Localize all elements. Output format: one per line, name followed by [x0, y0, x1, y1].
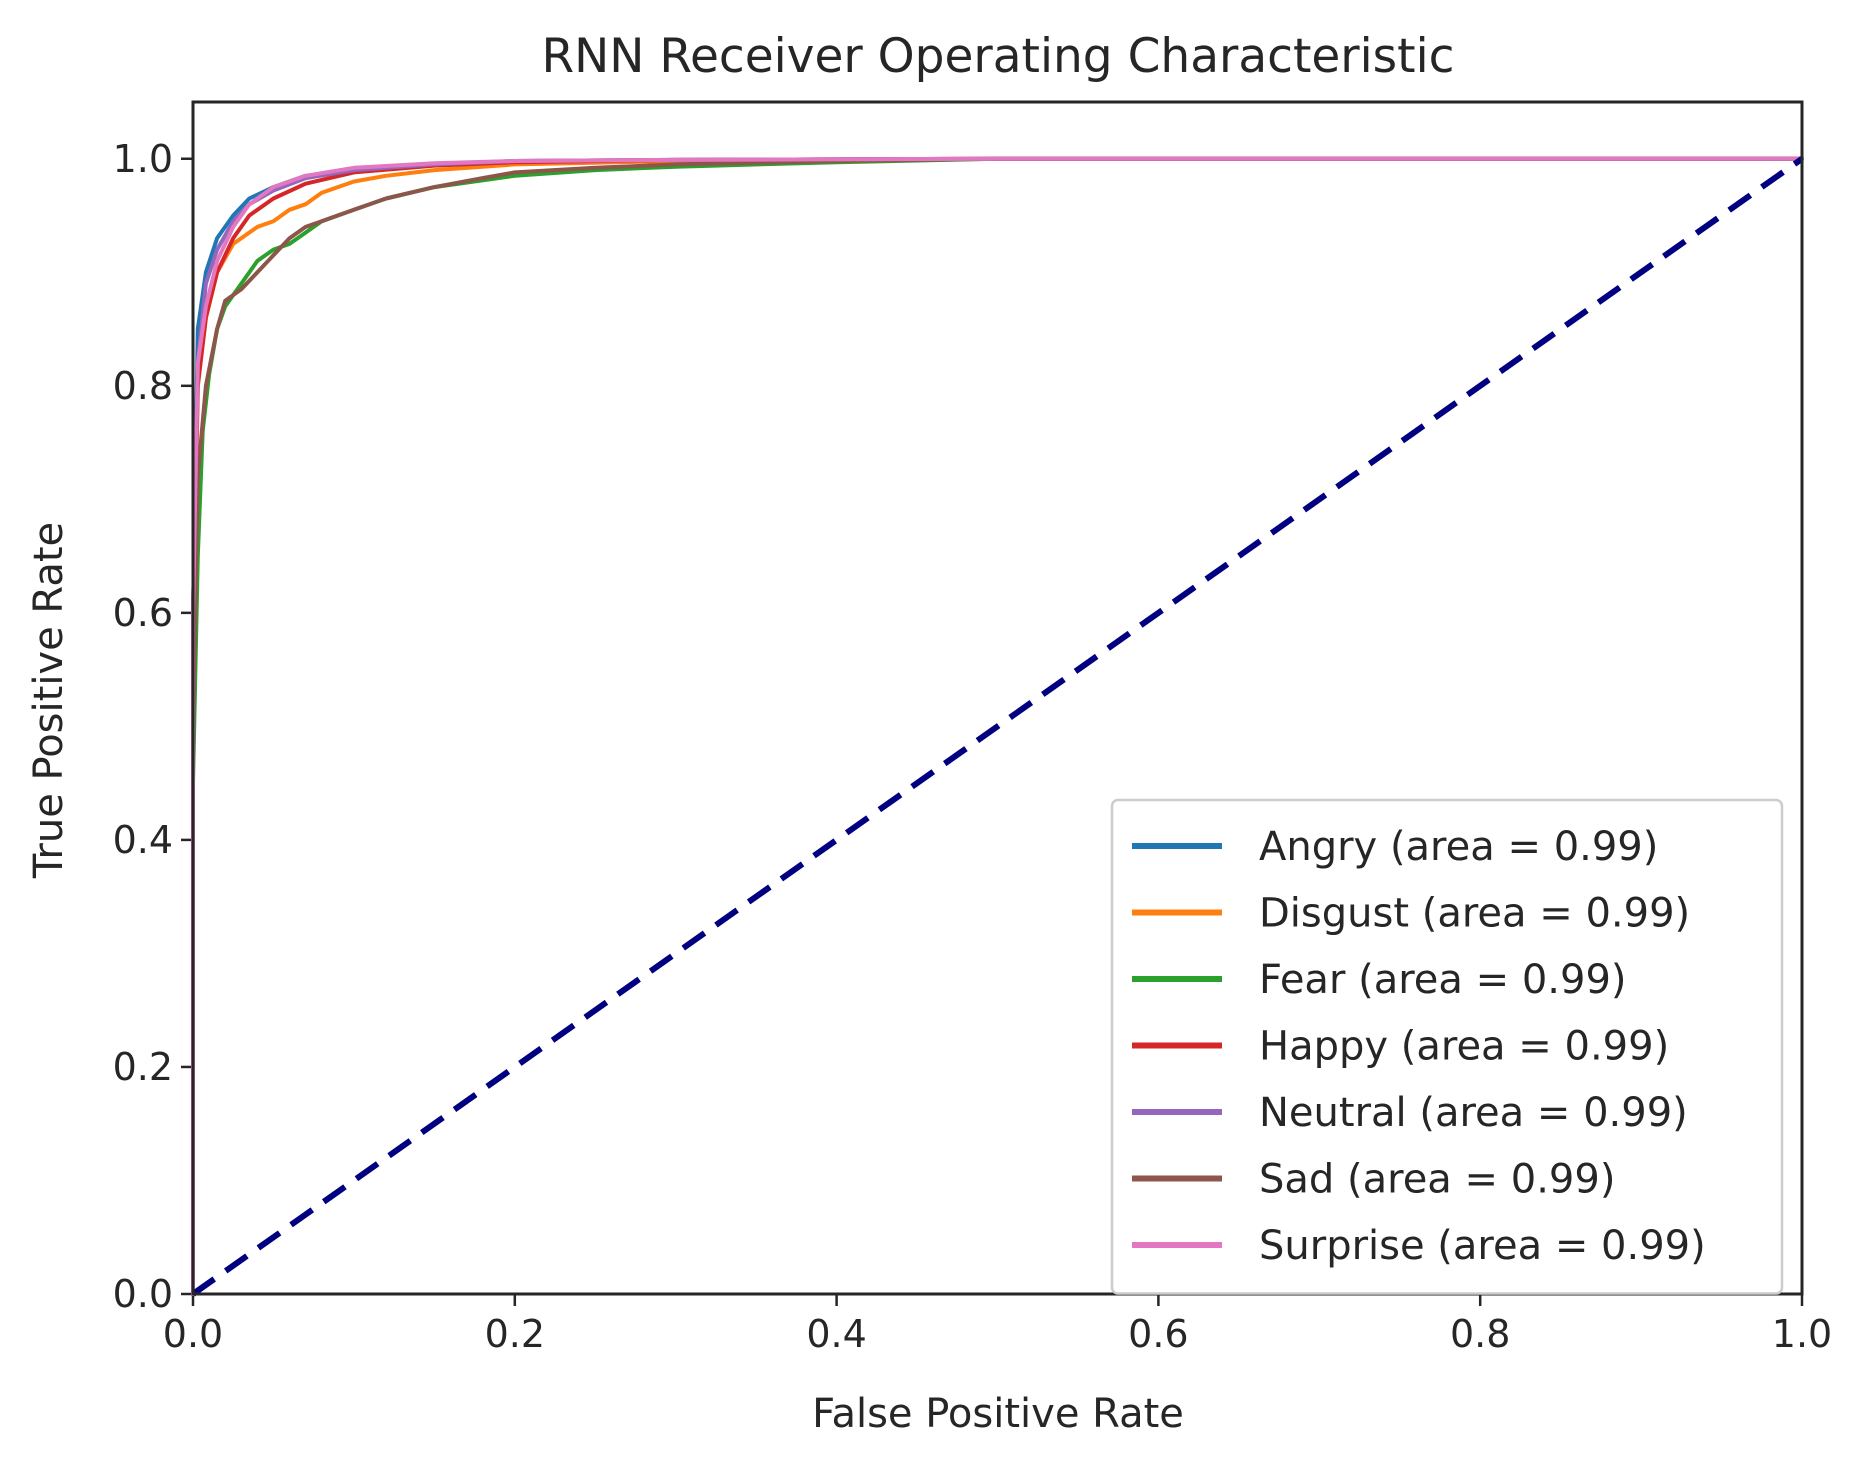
x-tick-label: 0.6	[1128, 1312, 1188, 1356]
y-axis-ticks: 0.0 0.2 0.4 0.6 0.8 1.0	[113, 137, 193, 1316]
x-tick-label: 1.0	[1772, 1312, 1832, 1356]
chart-title: RNN Receiver Operating Characteristic	[541, 29, 1454, 84]
legend-label-neutral: Neutral (area = 0.99)	[1259, 1090, 1688, 1136]
chance-diagonal-line	[191, 156, 1804, 1297]
series-line-sad	[191, 156, 1804, 1296]
legend-label-disgust: Disgust (area = 0.99)	[1259, 891, 1690, 937]
legend-label-happy: Happy (area = 0.99)	[1259, 1024, 1669, 1070]
x-tick-label: 0.4	[806, 1312, 866, 1356]
y-tick-label: 0.0	[113, 1272, 173, 1316]
x-tick-label: 0.8	[1450, 1312, 1510, 1356]
x-tick-label: 0.0	[163, 1312, 223, 1356]
legend-box	[1110, 798, 1784, 1295]
legend-label-surprise: Surprise (area = 0.99)	[1259, 1223, 1706, 1269]
legend-label-fear: Fear (area = 0.99)	[1259, 957, 1627, 1003]
y-axis-label: True Positive Rate	[26, 522, 72, 879]
series-line-surprise	[191, 156, 1804, 1296]
x-tick-label: 0.2	[485, 1312, 545, 1356]
y-tick-label: 0.2	[113, 1045, 173, 1089]
x-axis-label: False Positive Rate	[812, 1391, 1184, 1437]
legend-label-angry: Angry (area = 0.99)	[1259, 824, 1658, 870]
legend-label-sad: Sad (area = 0.99)	[1259, 1157, 1615, 1203]
y-tick-label: 0.4	[113, 818, 173, 862]
x-axis-ticks: 0.0 0.2 0.4 0.6 0.8 1.0	[163, 1294, 1832, 1356]
legend: Angry (area = 0.99) Disgust (area = 0.99)…	[1110, 798, 1784, 1295]
y-tick-label: 0.6	[113, 591, 173, 635]
plot-frame	[191, 100, 1804, 1296]
plot-area	[191, 156, 1804, 1297]
y-tick-label: 1.0	[113, 137, 173, 181]
y-tick-label: 0.8	[113, 364, 173, 408]
